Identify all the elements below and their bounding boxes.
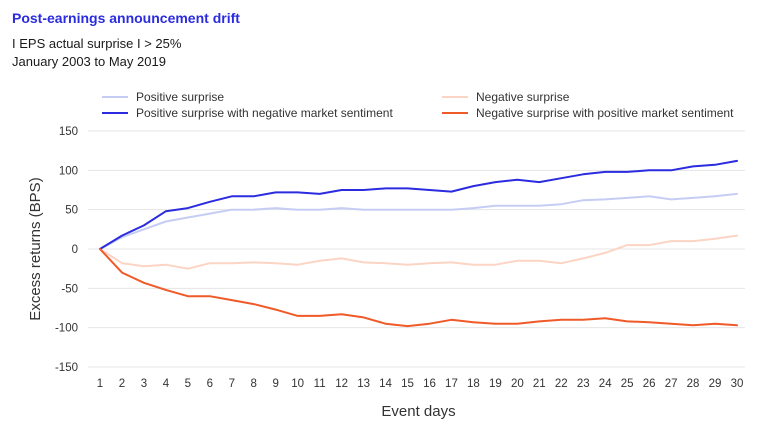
x-tick-label: 9 bbox=[273, 378, 279, 390]
x-tick-label: 11 bbox=[314, 378, 326, 390]
x-tick-label: 1 bbox=[97, 378, 103, 390]
x-tick-label: 19 bbox=[489, 378, 502, 390]
x-tick-label: 29 bbox=[709, 378, 722, 390]
legend-label-4: Negative surprise with positive market s… bbox=[476, 106, 734, 120]
x-tick-label: 13 bbox=[357, 378, 370, 390]
x-tick-label: 10 bbox=[291, 378, 304, 390]
x-tick-label: 5 bbox=[185, 378, 191, 390]
chart-subtitle-line-2: January 2003 to May 2019 bbox=[12, 54, 166, 69]
x-tick-label: 18 bbox=[467, 378, 480, 390]
x-tick-label: 8 bbox=[251, 378, 257, 390]
gridlines bbox=[88, 130, 745, 368]
x-tick-label: 14 bbox=[379, 378, 392, 390]
x-tick-label: 25 bbox=[621, 378, 634, 390]
y-tick-label: 100 bbox=[59, 165, 78, 177]
x-tick-label: 23 bbox=[577, 378, 590, 390]
x-tick-label: 3 bbox=[141, 378, 147, 390]
x-tick-label: 2 bbox=[119, 378, 125, 390]
legend-label-3: Positive surprise with negative market s… bbox=[136, 106, 393, 120]
legend-label-1: Positive surprise bbox=[136, 90, 224, 104]
x-tick-label: 28 bbox=[687, 378, 700, 390]
series-line-3 bbox=[99, 159, 738, 250]
x-tick-label: 20 bbox=[511, 378, 524, 390]
series-lines bbox=[99, 159, 738, 328]
y-tick-label: -100 bbox=[55, 323, 78, 335]
y-tick-label: -150 bbox=[55, 362, 78, 374]
series-line-4 bbox=[99, 248, 738, 328]
x-tick-label: 7 bbox=[229, 378, 235, 390]
x-tick-label: 21 bbox=[533, 378, 546, 390]
x-tick-label: 4 bbox=[163, 378, 170, 390]
x-tick-label: 30 bbox=[731, 378, 744, 390]
x-tick-label: 16 bbox=[423, 378, 436, 390]
y-tick-label: 150 bbox=[59, 126, 78, 138]
x-tick-label: 17 bbox=[445, 378, 458, 390]
y-tick-label: 0 bbox=[72, 244, 78, 256]
series-line-1 bbox=[99, 192, 738, 250]
x-tick-label: 6 bbox=[207, 378, 213, 390]
y-axis-ticks: 150 100 50 0 -50 -100 -150 bbox=[55, 126, 78, 374]
series-line-2 bbox=[99, 234, 738, 270]
x-axis-title: Event days bbox=[381, 403, 455, 420]
x-tick-label: 15 bbox=[401, 378, 414, 390]
x-tick-label: 27 bbox=[665, 378, 678, 390]
y-axis-title: Excess returns (BPS) bbox=[27, 177, 44, 320]
chart-subtitle-line-1: I EPS actual surprise I > 25% bbox=[12, 36, 182, 51]
x-tick-label: 26 bbox=[643, 378, 656, 390]
y-tick-label: -50 bbox=[61, 283, 78, 295]
x-tick-label: 12 bbox=[335, 378, 348, 390]
chart-title: Post-earnings announcement drift bbox=[12, 10, 240, 26]
legend: Positive surprise Negative surprise Positi… bbox=[102, 90, 734, 120]
x-tick-label: 24 bbox=[599, 378, 612, 390]
x-tick-label: 22 bbox=[555, 378, 568, 390]
legend-label-2: Negative surprise bbox=[476, 90, 570, 104]
x-axis-ticks: 1 2 3 4 5 6 7 8 9 10 11 12 13 14 15 16 17 18 19 20 21 22 23 24 2… bbox=[97, 378, 744, 390]
y-tick-label: 50 bbox=[65, 205, 78, 217]
